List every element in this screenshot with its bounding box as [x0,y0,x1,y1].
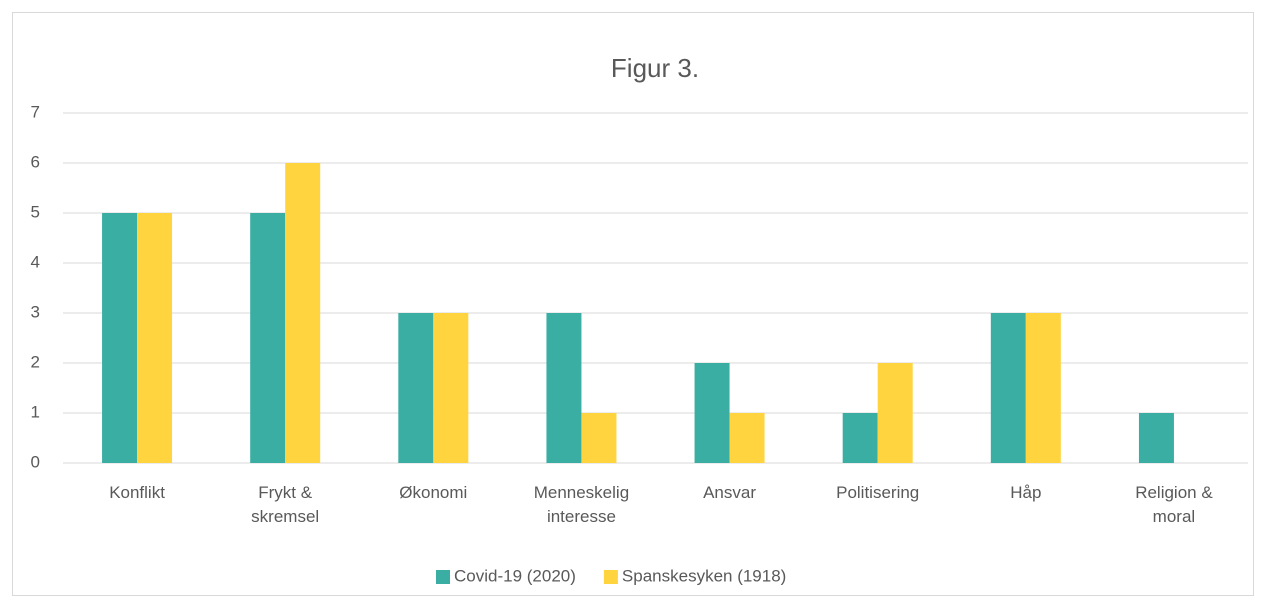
bar [877,363,913,463]
x-tick-label: Politisering [836,483,919,502]
bar [285,163,321,463]
bar [581,413,617,463]
x-tick-label: Konflikt [109,483,165,502]
y-tick-label: 7 [31,102,40,121]
x-tick-label: Ansvar [703,483,756,502]
legend-swatch [603,570,618,584]
bar [250,213,286,463]
y-tick-label: 6 [31,152,40,171]
legend-label: Covid-19 (2020) [454,566,576,585]
y-tick-label: 1 [31,402,40,421]
bar [1025,313,1061,463]
x-tick-label: Håp [1010,483,1041,502]
chart-title: Figur 3. [611,53,699,83]
bar [1138,413,1174,463]
y-tick-label: 0 [31,452,40,471]
bar [398,313,434,463]
bar [433,313,469,463]
y-tick-label: 4 [31,252,40,271]
x-tick-label: Frykt & skremsel [251,483,319,526]
x-tick-label: Religion & moral [1135,483,1213,526]
bar [694,363,730,463]
legend-label: Spanskesyken (1918) [622,566,786,585]
bar [102,213,138,463]
y-tick-label: 5 [31,202,40,221]
bar [990,313,1026,463]
bar [842,413,878,463]
bar [137,213,173,463]
bar [729,413,765,463]
y-tick-label: 2 [31,352,40,371]
legend-swatch [436,570,450,584]
bar [546,313,582,463]
y-tick-label: 3 [31,302,40,321]
x-tick-label: Økonomi [399,483,467,502]
chart-border [12,12,1254,596]
x-tick-label: Menneskelig interesse [534,483,629,526]
